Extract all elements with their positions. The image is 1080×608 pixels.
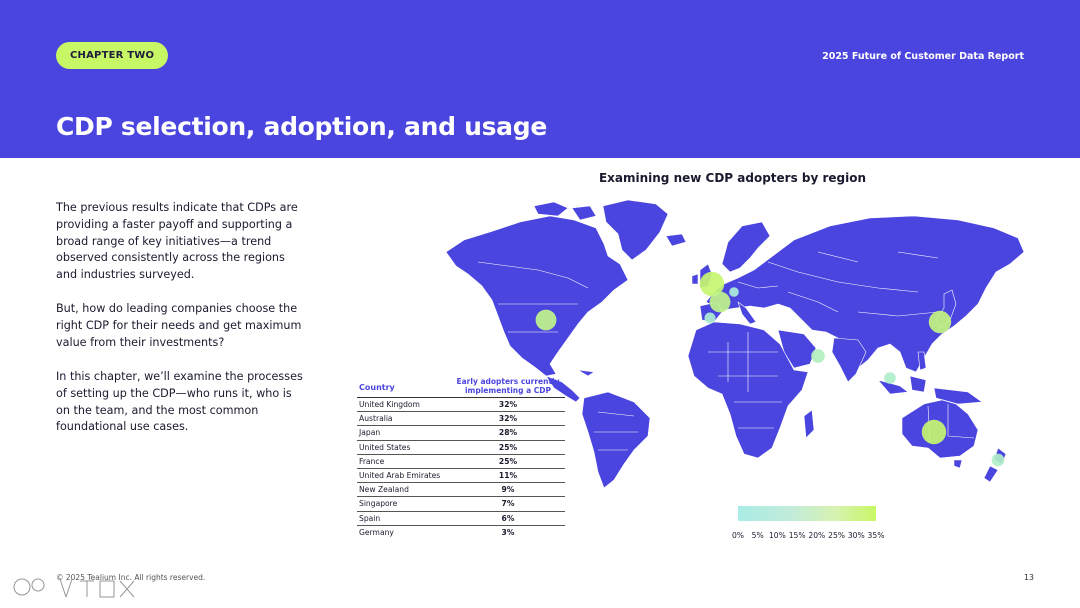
country-cell: France xyxy=(359,456,385,466)
legend-ticks: 0% 5% 10% 15% 20% 25% 30% 35% xyxy=(730,531,885,543)
adoption-bubble xyxy=(729,287,739,297)
table-row: United Arab Emirates 11% xyxy=(357,469,565,484)
intro-paragraph: The previous results indicate that CDPs … xyxy=(56,201,298,282)
table-row: Germany 3% xyxy=(357,526,565,540)
value-cell: 3% xyxy=(501,528,515,538)
table-row: New Zealand 9% xyxy=(357,483,565,498)
map-title: Examining new CDP adopters by region xyxy=(598,171,867,185)
report-title: 2025 Future of Customer Data Report xyxy=(822,51,1024,62)
legend-tick-label: 20% xyxy=(808,531,826,540)
page-number: 13 xyxy=(1023,573,1034,582)
world-map xyxy=(438,192,1038,492)
country-cell: United Kingdom xyxy=(359,400,420,410)
table-row: France 25% xyxy=(357,455,565,469)
country-cell: Spain xyxy=(359,513,381,523)
question-paragraph: But, how do leading companies choose the… xyxy=(56,302,302,349)
adoption-bubble xyxy=(921,419,947,445)
country-cell: Singapore xyxy=(359,499,398,509)
adoption-bubble xyxy=(811,349,825,363)
legend-gradient-bar xyxy=(738,506,876,521)
adoption-bubble xyxy=(699,271,725,297)
value-cell: 9% xyxy=(501,485,515,495)
legend-tick-label: 0% xyxy=(731,531,745,540)
legend-tick-label: 35% xyxy=(867,531,885,540)
table-row: Australia 32% xyxy=(357,412,565,427)
table-row: Spain 6% xyxy=(357,512,565,526)
legend-tick-label: 30% xyxy=(847,531,865,540)
value-cell: 28% xyxy=(498,428,518,438)
country-cell: New Zealand xyxy=(359,485,409,495)
legend-tick-label: 5% xyxy=(751,531,764,540)
adoption-bubble xyxy=(535,309,557,331)
adoption-bubble xyxy=(704,312,716,324)
table-row: Singapore 7% xyxy=(357,497,565,512)
adoption-bubble xyxy=(991,453,1005,467)
chapter-overview-paragraph: In this chapter, we’ll examine the proce… xyxy=(56,370,303,434)
value-cell: 32% xyxy=(498,400,518,410)
legend-tick-label: 15% xyxy=(788,531,806,540)
map-land xyxy=(445,199,1025,489)
table-row: United Kingdom 32% xyxy=(357,398,565,413)
color-legend: 0% 5% 10% 15% 20% 25% 30% 35% xyxy=(730,506,885,543)
country-cell: Japan xyxy=(359,428,381,438)
chapter-badge: CHAPTER TWO xyxy=(56,42,169,69)
country-cell: Germany xyxy=(359,528,394,538)
value-cell: 6% xyxy=(501,513,515,523)
legend-tick-label: 25% xyxy=(828,531,846,540)
copyright-notice: © 2025 Tealium Inc. All rights reserved. xyxy=(56,573,206,582)
adoption-bubble xyxy=(928,310,952,334)
value-cell: 25% xyxy=(498,442,518,452)
column-header-adopters: Early adopters currently implementing a … xyxy=(456,377,560,395)
value-cell: 25% xyxy=(498,456,518,466)
world-map-svg xyxy=(445,199,1025,489)
adoption-bubble xyxy=(709,291,731,313)
table-row: United States 25% xyxy=(357,441,565,455)
country-cell: United States xyxy=(359,442,411,452)
country-cell: Australia xyxy=(359,414,393,424)
adoption-table: Country Early adopters currently impleme… xyxy=(357,375,565,540)
table-body: United Kingdom 32% Australia 32% Japan 28% Uni… xyxy=(357,398,565,540)
table-header: Country Early adopters currently impleme… xyxy=(357,375,565,398)
watermark-logo xyxy=(12,577,135,598)
page-title: CDP selection, adoption, and usage xyxy=(56,112,547,141)
table-row: Japan 28% xyxy=(357,426,565,441)
value-cell: 32% xyxy=(498,414,518,424)
country-cell: United Arab Emirates xyxy=(359,471,441,481)
column-header-country: Country xyxy=(359,383,395,392)
legend-tick-label: 10% xyxy=(768,531,786,540)
value-cell: 7% xyxy=(501,499,515,509)
adoption-bubble xyxy=(884,372,896,384)
value-cell: 11% xyxy=(498,471,518,481)
header-banner: CHAPTER TWO 2025 Future of Customer Data… xyxy=(0,0,1080,158)
adoption-bubbles xyxy=(535,271,1005,467)
